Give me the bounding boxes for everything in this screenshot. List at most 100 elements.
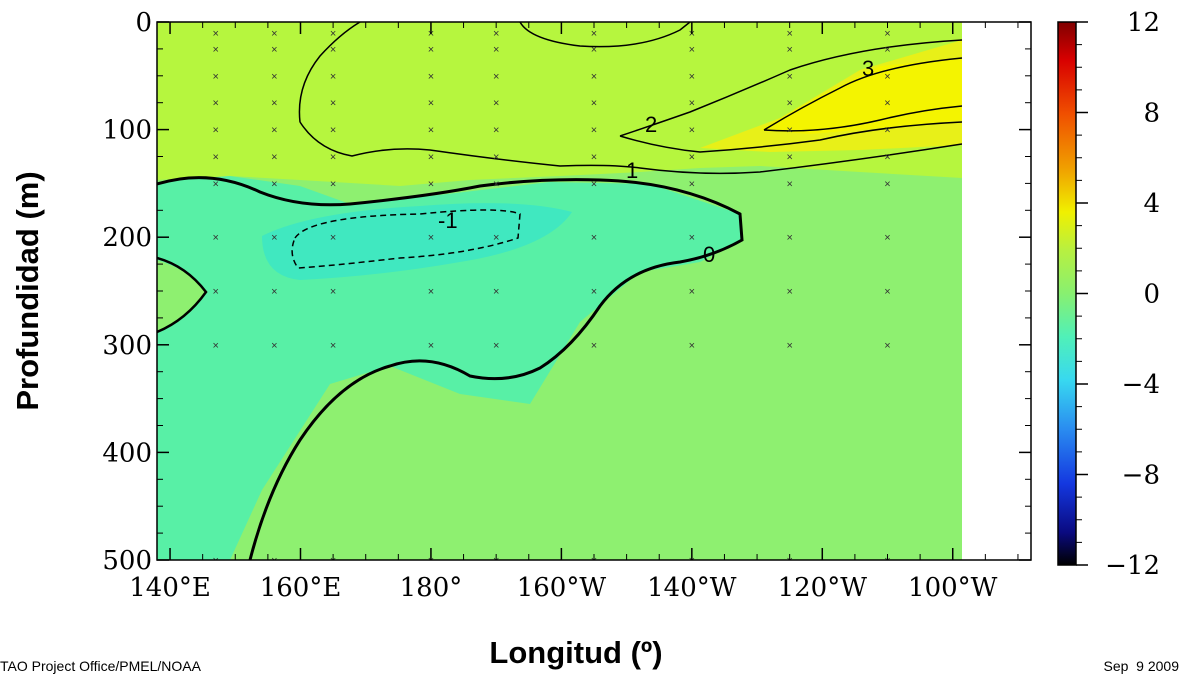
station-marker: × xyxy=(591,152,597,164)
peak-anomaly-region xyxy=(760,58,962,134)
y-tick-label: 100 xyxy=(102,116,152,146)
station-marker: × xyxy=(428,178,434,190)
station-marker: × xyxy=(884,125,890,137)
x-tick-label: 100°W xyxy=(908,573,998,603)
station-marker: × xyxy=(330,286,336,298)
y-axis-title: Profundidad (m) xyxy=(10,171,45,410)
station-marker: × xyxy=(271,286,277,298)
negative-pocket-west xyxy=(157,260,206,332)
contour-two xyxy=(619,39,962,153)
station-marker: × xyxy=(428,152,434,164)
station-marker: × xyxy=(271,178,277,190)
contour-label-1: 1 xyxy=(626,158,638,183)
contour-label-0: 0 xyxy=(703,242,715,267)
station-marker: × xyxy=(212,555,218,567)
station-marker: × xyxy=(689,178,695,190)
contour-label-3: 3 xyxy=(862,56,874,81)
station-marker: × xyxy=(147,44,153,56)
station-marker: × xyxy=(786,152,792,164)
station-marker: × xyxy=(212,28,218,40)
station-marker: × xyxy=(330,178,336,190)
station-marker: × xyxy=(786,178,792,190)
x-tick-label: 180° xyxy=(400,573,463,603)
station-marker: × xyxy=(271,28,277,40)
station-marker: × xyxy=(591,340,597,352)
y-tick-label: 400 xyxy=(102,438,152,468)
station-marker: × xyxy=(493,340,499,352)
station-marker: × xyxy=(271,98,277,110)
station-marker: × xyxy=(884,152,890,164)
colorbar-tick-label: 12 xyxy=(1127,8,1160,38)
contour-lines xyxy=(157,22,962,560)
station-marker: × xyxy=(147,286,153,298)
station-marker: × xyxy=(786,286,792,298)
station-marker: × xyxy=(212,340,218,352)
station-marker: × xyxy=(884,340,890,352)
contour-label-2: 2 xyxy=(645,112,657,137)
station-marker: × xyxy=(428,98,434,110)
station-marker: × xyxy=(493,71,499,83)
station-marker: × xyxy=(689,44,695,56)
station-marker: × xyxy=(884,178,890,190)
colorbar-tick-label: −12 xyxy=(1105,551,1160,581)
y-tick-label: 300 xyxy=(102,331,152,361)
y-tick-label: 0 xyxy=(135,8,152,38)
cold-core-region xyxy=(262,203,572,280)
station-marker: × xyxy=(884,286,890,298)
station-marker: × xyxy=(591,125,597,137)
station-marker: × xyxy=(493,178,499,190)
colorbar-tick-label: 0 xyxy=(1143,280,1160,310)
station-marker: × xyxy=(493,232,499,244)
x-tick-label: 140°W xyxy=(647,573,737,603)
station-marker: × xyxy=(689,152,695,164)
station-marker: × xyxy=(212,286,218,298)
station-marker: × xyxy=(271,44,277,56)
station-marker: × xyxy=(786,340,792,352)
contour-three xyxy=(763,57,962,132)
station-marker: × xyxy=(591,28,597,40)
station-marker: × xyxy=(212,152,218,164)
colorbar-tick-label: 8 xyxy=(1143,99,1160,129)
x-axis: 140°E 160°E 180° 160°W 140°W 120°W 100°W xyxy=(129,22,1019,603)
station-marker: × xyxy=(212,98,218,110)
station-marker: × xyxy=(428,125,434,137)
station-marker: × xyxy=(271,152,277,164)
contour-zero-west xyxy=(157,256,208,334)
x-tick-label: 140°E xyxy=(129,573,211,603)
y-tick-label: 500 xyxy=(102,546,152,576)
station-marker: × xyxy=(271,555,277,567)
colorbar-tick-label: 4 xyxy=(1143,189,1160,219)
station-marker: × xyxy=(884,71,890,83)
station-marker: × xyxy=(591,44,597,56)
station-marker: × xyxy=(884,232,890,244)
station-marker: × xyxy=(786,232,792,244)
contour-one xyxy=(298,22,962,175)
station-marker: × xyxy=(212,125,218,137)
station-marker: × xyxy=(212,71,218,83)
station-marker: × xyxy=(271,232,277,244)
station-marker: × xyxy=(689,286,695,298)
station-marker: × xyxy=(330,71,336,83)
station-marker: × xyxy=(591,71,597,83)
y-axis: 0 100 200 300 400 500 xyxy=(102,8,1031,576)
station-marker: × xyxy=(271,340,277,352)
colorbar-gradient xyxy=(1057,21,1077,566)
station-marker: × xyxy=(689,71,695,83)
station-marker: × xyxy=(493,286,499,298)
station-marker: × xyxy=(330,152,336,164)
station-marker: × xyxy=(147,178,153,190)
plot-date: Sep 9 2009 xyxy=(1103,658,1179,674)
station-marker: × xyxy=(591,286,597,298)
station-marker: × xyxy=(884,98,890,110)
contour-label-neg1: -1 xyxy=(438,208,458,233)
station-marker: × xyxy=(689,98,695,110)
colorbar-tick-label: −4 xyxy=(1122,370,1160,400)
station-marker: × xyxy=(689,232,695,244)
station-marker: × xyxy=(428,340,434,352)
station-marker: × xyxy=(591,178,597,190)
station-marker: × xyxy=(212,232,218,244)
colorbar-tick-label: −8 xyxy=(1122,461,1160,491)
station-marker: × xyxy=(786,28,792,40)
contour-one-top xyxy=(519,22,691,48)
